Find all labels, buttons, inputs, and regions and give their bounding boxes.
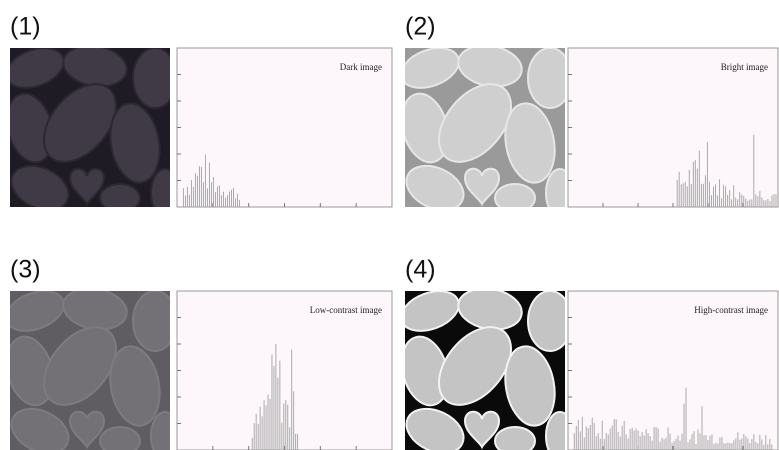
histogram-box: [176, 290, 393, 450]
photo: [405, 291, 565, 450]
histogram-title: Dark image: [340, 62, 382, 72]
photo: [405, 48, 565, 207]
panel-label: (1): [10, 13, 41, 41]
histogram-box: [567, 290, 779, 450]
panel-label: (3): [10, 256, 41, 284]
histogram-title: Low-contrast image: [310, 305, 382, 315]
panel-label: (2): [405, 13, 436, 41]
histogram-box: [567, 47, 779, 208]
histogram-title: High-contrast image: [694, 305, 768, 315]
histogram-box: [176, 47, 393, 208]
photo: [10, 48, 170, 207]
panel-label: (4): [405, 256, 436, 284]
photo: [10, 291, 170, 450]
histogram-title: Bright image: [721, 62, 768, 72]
